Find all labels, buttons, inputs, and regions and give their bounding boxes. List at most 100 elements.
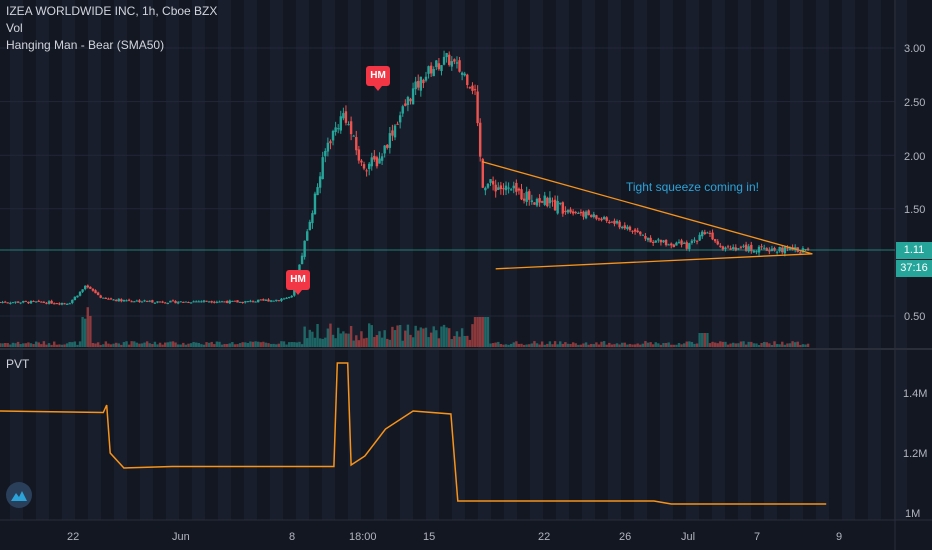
candle-body xyxy=(380,156,384,161)
grid-stripe xyxy=(634,0,647,520)
volume-bar xyxy=(269,343,273,347)
candle-body xyxy=(386,144,389,148)
volume-bar xyxy=(762,341,766,347)
candle-body xyxy=(218,301,221,303)
volume-bar xyxy=(360,331,363,347)
volume-bar xyxy=(133,341,136,347)
volume-bar xyxy=(176,344,180,347)
volume-bar xyxy=(125,341,128,347)
candle-body xyxy=(244,301,247,303)
candle-body xyxy=(342,113,345,119)
candle-body xyxy=(584,211,588,219)
candle-body xyxy=(605,217,608,221)
candle-body xyxy=(553,199,557,211)
volume-bar xyxy=(688,341,691,347)
candle-body xyxy=(703,232,707,234)
candle-body xyxy=(489,179,492,183)
volume-bar xyxy=(491,343,495,347)
volume-bar xyxy=(94,343,97,347)
grid-stripe xyxy=(582,0,595,520)
volume-bar xyxy=(657,343,660,347)
candle-body xyxy=(737,248,740,250)
volume-bar xyxy=(675,344,678,347)
volume-bar xyxy=(574,343,577,347)
volume-bar xyxy=(445,327,448,347)
grid-stripe xyxy=(504,0,517,520)
candle-body xyxy=(3,301,7,303)
volume-bar xyxy=(303,326,306,347)
volume-legend[interactable]: Vol xyxy=(6,21,23,35)
candle-body xyxy=(602,216,606,220)
candle-body xyxy=(473,89,477,91)
candle-body xyxy=(22,301,25,303)
pvt-legend[interactable]: PVT xyxy=(6,357,30,371)
candle-body xyxy=(515,182,518,192)
hanging-man-marker[interactable]: HM xyxy=(366,66,390,91)
volume-bar xyxy=(597,344,601,347)
volume-bar xyxy=(680,344,683,347)
candle-body xyxy=(99,295,102,298)
volume-bar xyxy=(355,335,358,347)
volume-bar xyxy=(765,342,768,347)
candle-body xyxy=(117,298,120,302)
candle-body xyxy=(641,234,645,236)
candle-body xyxy=(548,197,552,204)
volume-bar xyxy=(559,341,562,347)
candle-body xyxy=(360,160,363,163)
candle-body xyxy=(120,299,123,302)
candle-body xyxy=(375,157,379,167)
volume-bar xyxy=(775,344,779,347)
hanging-man-marker[interactable]: HM xyxy=(286,270,310,295)
grid-stripe xyxy=(270,0,283,520)
volume-bar xyxy=(231,342,234,347)
volume-bar xyxy=(22,343,25,347)
candle-body xyxy=(566,210,570,213)
symbol-title[interactable]: IZEA WORLDWIDE INC, 1h, Cboe BZX xyxy=(6,4,218,18)
annotation-text[interactable]: Tight squeeze coming in! xyxy=(626,180,759,194)
volume-bar xyxy=(471,324,474,347)
volume-bar xyxy=(357,340,361,347)
candle-body xyxy=(140,301,144,303)
volume-bar xyxy=(290,341,293,347)
volume-bar xyxy=(107,343,110,347)
volume-bar xyxy=(695,343,699,347)
candle-body xyxy=(143,300,146,302)
candle-body xyxy=(786,247,789,249)
volume-bar xyxy=(631,344,634,347)
volume-bar xyxy=(218,341,221,347)
volume-bar xyxy=(590,343,593,347)
candle-body xyxy=(0,301,2,303)
volume-bar xyxy=(225,344,229,347)
candle-body xyxy=(166,302,170,304)
candle-body xyxy=(174,301,177,304)
volume-bar xyxy=(633,344,637,347)
candle-body xyxy=(688,243,691,250)
grid-stripe xyxy=(764,0,777,520)
volume-bar xyxy=(667,342,670,347)
candle-body xyxy=(564,210,567,213)
candle-body xyxy=(623,225,626,229)
candle-body xyxy=(259,299,262,301)
volume-bar xyxy=(316,323,319,347)
candle-body xyxy=(494,184,497,192)
volume-bar xyxy=(65,343,69,347)
candle-body xyxy=(497,187,500,190)
volume-bar xyxy=(460,328,464,347)
candle-body xyxy=(45,302,48,304)
volume-bar xyxy=(228,343,231,347)
volume-bar xyxy=(298,341,301,347)
volume-bar xyxy=(618,344,621,347)
candle-body xyxy=(81,289,84,292)
candle-body xyxy=(32,300,35,302)
volume-bar xyxy=(450,339,454,347)
volume-bar xyxy=(553,341,557,347)
indicator-legend[interactable]: Hanging Man - Bear (SMA50) xyxy=(6,38,165,52)
tradingview-logo[interactable] xyxy=(6,482,32,508)
volume-bar xyxy=(34,341,38,347)
volume-bar xyxy=(184,344,188,347)
candle-body xyxy=(778,246,781,252)
volume-bar xyxy=(380,337,384,347)
volume-bar xyxy=(507,344,510,347)
volume-bar xyxy=(427,337,430,347)
